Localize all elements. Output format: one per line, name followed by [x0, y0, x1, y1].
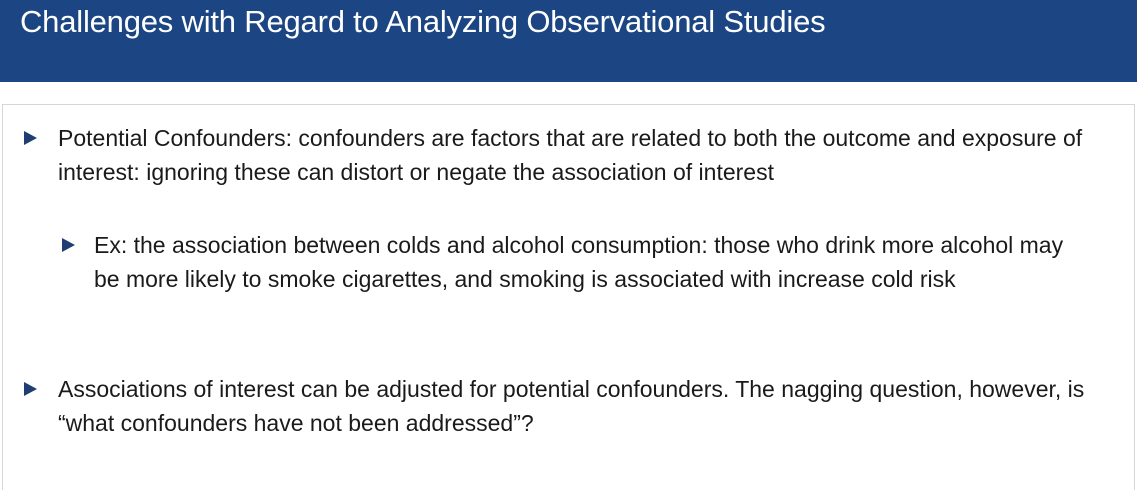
bullet-potential-confounders: Potential Confounders: confounders are f…	[58, 125, 1083, 185]
slide-title: Challenges with Regard to Analyzing Obse…	[20, 4, 826, 39]
triangle-bullet-icon	[24, 131, 37, 145]
bullet-adjusted-associations: Associations of interest can be adjusted…	[58, 376, 1085, 436]
sub-bullet-example: Ex: the association between colds and al…	[94, 232, 1064, 292]
triangle-bullet-icon	[62, 238, 75, 252]
content-area	[2, 104, 1135, 490]
title-bar: Challenges with Regard to Analyzing Obse…	[0, 0, 1137, 82]
title-gap	[0, 82, 1137, 104]
triangle-bullet-icon	[24, 382, 37, 396]
